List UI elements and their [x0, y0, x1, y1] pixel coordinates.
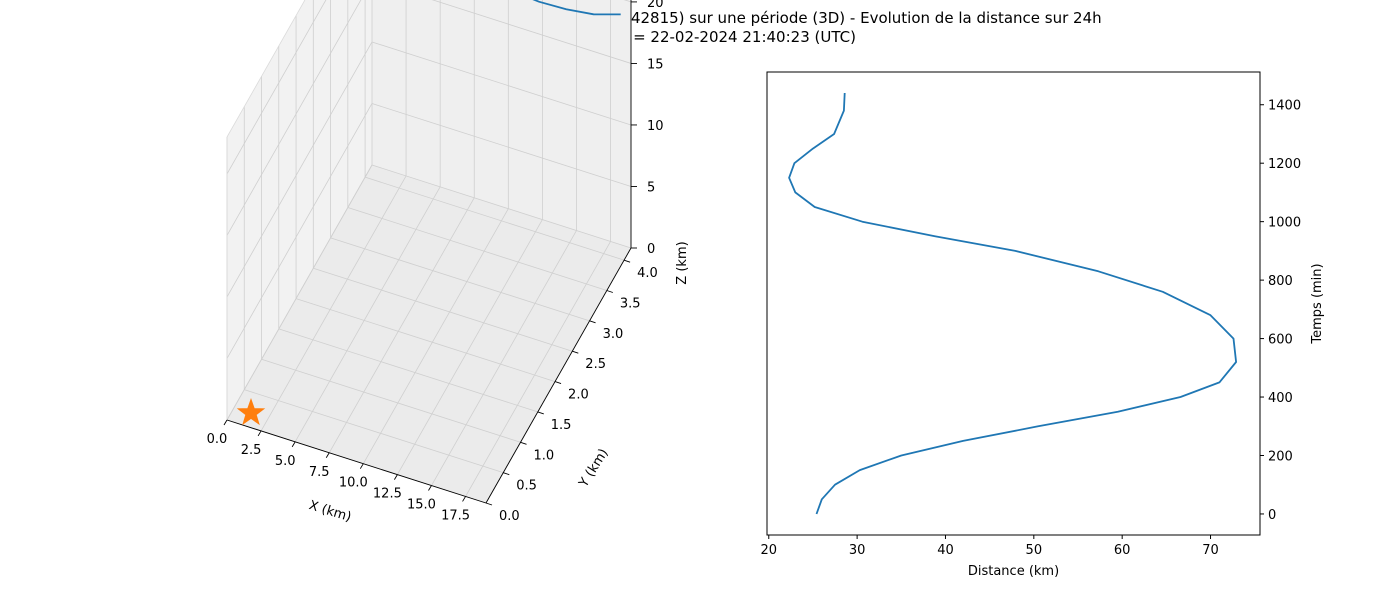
y-tick — [520, 441, 527, 445]
y-tick — [554, 381, 562, 384]
z-tick-label: 15 — [647, 57, 664, 72]
chart-distance-evolution: 20 30 40 50 60 70 0 200 400 600 800 1000 1200 1400 Dis… — [760, 71, 1325, 579]
z-tick-label: 0 — [647, 242, 655, 257]
z-tick-label: 5 — [647, 180, 655, 195]
x-tick — [291, 441, 296, 448]
z-grid-left — [226, 164, 373, 421]
distance-line — [788, 92, 1237, 515]
y-grid-floor — [278, 328, 538, 413]
x-axis-line — [226, 419, 487, 504]
z-grid-left — [226, 0, 327, 175]
y-tick-label: 1.5 — [551, 418, 572, 433]
trajectory-line-0 — [532, 0, 621, 16]
y-tick-label: 400 — [1268, 391, 1293, 406]
z-tick-label: 10 — [647, 119, 664, 134]
z-grid-back — [371, 103, 632, 187]
z-grid-back — [371, 164, 632, 249]
x-tick-label: 7.5 — [309, 465, 330, 480]
floor-pane — [227, 165, 631, 503]
x-tick-label: 10.0 — [339, 476, 368, 491]
y-tick-label: 1.0 — [534, 448, 555, 463]
z-grid-back — [431, 0, 632, 64]
y-tick-label: 800 — [1268, 274, 1293, 289]
x-tick-label: 40 — [937, 543, 954, 558]
x-tick-label: 12.5 — [373, 487, 402, 502]
y-tick-label: 3.0 — [603, 327, 624, 342]
x-tick — [257, 430, 262, 437]
y-tick-label: 0.0 — [499, 509, 520, 524]
x-tick-label: 70 — [1202, 543, 1219, 558]
y-axis-label: Y (km) — [576, 446, 612, 491]
x-tick — [223, 419, 228, 426]
back-wall-pane — [372, 0, 631, 248]
z-grid-left — [226, 41, 373, 298]
x-tick-label: 0.0 — [207, 432, 228, 447]
x-tick-label: 15.0 — [407, 498, 436, 513]
x-tick-label: 50 — [1026, 543, 1043, 558]
x-axis-label: Distance (km) — [968, 564, 1059, 579]
y-tick-label: 0 — [1268, 508, 1276, 523]
y-tick-label: 0.5 — [516, 479, 537, 494]
y-tick — [572, 350, 579, 354]
y-tick-label: 1200 — [1268, 157, 1301, 172]
z-tick-label: 20 — [647, 0, 664, 11]
y-tick — [485, 502, 493, 506]
y-grid-floor — [364, 176, 625, 261]
y-tick-label: 4.0 — [637, 266, 658, 281]
y-axis-label: Temps (min) — [1310, 263, 1325, 344]
y-grid-floor — [261, 358, 521, 443]
x-tick-label: 30 — [849, 543, 866, 558]
y-tick-label: 2.5 — [585, 357, 606, 372]
y-tick-label: 3.5 — [620, 297, 641, 312]
y-grid-floor — [313, 267, 573, 352]
chart-3d-relative-motion: 0.0 2.5 5.0 7.5 10.0 12.5 15.0 17.5 0.0 0.5 1.0 1.5… — [207, 0, 690, 525]
x-tick-label: 2.5 — [241, 443, 262, 458]
y-tick — [537, 411, 544, 415]
y-tick-label: 1000 — [1268, 216, 1301, 231]
x-tick-label: 60 — [1114, 543, 1131, 558]
x-tick-label: 17.5 — [441, 508, 470, 523]
y-tick — [623, 259, 631, 263]
y-grid-floor — [244, 389, 504, 474]
y-tick — [606, 290, 613, 293]
z-grid-back — [371, 41, 632, 126]
x-tick — [462, 496, 466, 502]
y-tick-label: 200 — [1268, 449, 1293, 464]
pane-edge-top-left — [226, 0, 306, 138]
y-tick — [589, 320, 596, 324]
x-tick-label: 5.0 — [275, 454, 296, 469]
y-grid-floor — [347, 207, 607, 291]
x-tick — [428, 485, 432, 491]
x-axis-label: X (km) — [307, 498, 353, 525]
x-tick — [325, 452, 330, 458]
x-tick — [394, 474, 398, 480]
plot-frame — [766, 71, 1261, 536]
z-axis-label: Z (km) — [675, 241, 690, 284]
y-tick-label: 600 — [1268, 333, 1293, 348]
y-tick-label: 2.0 — [568, 388, 589, 403]
y-grid-floor — [295, 298, 556, 382]
y-grid-floor — [330, 237, 590, 322]
z-grid-left — [226, 103, 373, 359]
y-tick — [503, 472, 510, 476]
y-tick-label: 1400 — [1268, 99, 1301, 114]
star-marker — [236, 397, 266, 426]
x-tick-label: 20 — [760, 543, 777, 558]
x-tick — [359, 463, 364, 469]
z-grid-left — [226, 0, 362, 236]
